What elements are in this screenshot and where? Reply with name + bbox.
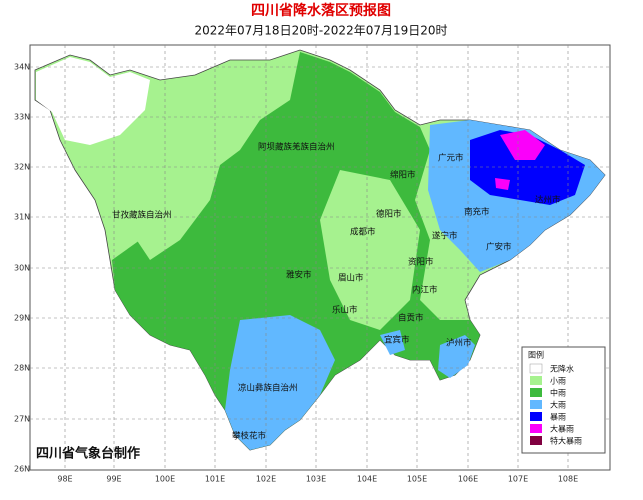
lon-label: 100E [155,475,175,484]
legend-item: 暴雨 [550,413,566,422]
city-label: 内江市 [412,285,438,296]
lat-label: 33N [14,113,30,122]
city-label: 自贡市 [398,313,424,324]
lon-label: 103E [306,475,326,484]
legend-item: 无降水 [550,364,574,374]
city-label: 德阳市 [376,209,402,220]
legend-item: 小雨 [550,377,566,386]
title: 四川省降水落区预报图 [251,2,391,19]
city-label: 雅安市 [286,270,312,281]
city-label: 广元市 [438,153,464,164]
legend-item: 大暴雨 [550,424,574,434]
subtitle: 2022年07月18日20时-2022年07月19日20时 [194,24,447,38]
lat-label: 26N [14,465,30,474]
city-label: 凉山彝族自治州 [238,383,298,394]
legend-swatch [530,424,542,433]
graticule [30,45,610,470]
city-label: 达州市 [535,195,561,206]
legend-item: 特大暴雨 [550,436,582,446]
lon-label: 98E [57,475,72,484]
lon-label: 106E [458,475,478,484]
legend-swatch [530,436,542,445]
lat-label: 32N [14,163,30,172]
latitude-labels: 34N 33N 32N 31N 30N 29N 28N 27N 26N [14,63,30,474]
city-label: 南充市 [464,207,490,218]
city-label: 资阳市 [408,257,434,268]
city-labels: 阿坝藏族羌族自治州 甘孜藏族自治州 广元市 绵阳市 南充市 德阳市 达州市 遂宁… [112,142,561,442]
legend-swatch [530,412,542,421]
lat-label: 27N [14,415,30,424]
legend-item: 中雨 [550,388,566,398]
lon-label: 108E [558,475,578,484]
lat-label: 31N [14,213,30,222]
lat-label: 29N [14,314,30,323]
lon-label: 104E [357,475,377,484]
lon-label: 101E [205,475,225,484]
lat-label: 34N [14,63,30,72]
longitude-labels: 98E 99E 100E 101E 102E 103E 104E 105E 10… [57,475,578,484]
legend-swatch [530,376,542,385]
lon-label: 102E [256,475,276,484]
city-label: 眉山市 [338,273,364,284]
legend-swatch [530,400,542,409]
city-label: 遂宁市 [432,231,458,242]
precipitation-map [34,49,606,451]
lon-label: 107E [508,475,528,484]
city-label: 成都市 [350,227,376,238]
footer: 四川省气象台制作 [36,446,140,462]
city-label: 广安市 [486,242,512,253]
legend-swatch [529,363,543,374]
lat-label: 30N [14,264,30,273]
city-label: 宜宾市 [384,335,410,346]
city-label: 绵阳市 [390,170,416,181]
legend: 图例 无降水 小雨 中雨 大雨 暴雨 大暴雨 特大暴雨 [521,346,606,454]
legend-swatch [530,388,542,397]
city-label: 泸州市 [446,338,472,349]
city-label: 阿坝藏族羌族自治州 [258,142,335,153]
legend-title: 图例 [528,350,544,360]
city-label: 攀枝花市 [232,431,267,442]
city-label: 乐山市 [332,305,358,316]
lon-label: 105E [407,475,427,484]
legend-item: 大雨 [550,400,566,410]
lon-label: 99E [106,475,121,484]
city-label: 甘孜藏族自治州 [112,210,172,221]
lat-label: 28N [14,364,30,373]
